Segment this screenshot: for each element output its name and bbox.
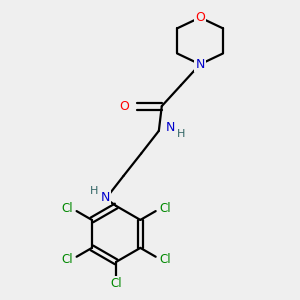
Text: Cl: Cl bbox=[110, 277, 122, 290]
Text: Cl: Cl bbox=[61, 253, 73, 266]
Text: N: N bbox=[100, 191, 110, 205]
Text: Cl: Cl bbox=[159, 202, 171, 215]
Text: N: N bbox=[165, 122, 175, 134]
Text: O: O bbox=[195, 11, 205, 24]
Text: O: O bbox=[119, 100, 129, 112]
Text: Cl: Cl bbox=[61, 202, 73, 215]
Text: N: N bbox=[195, 58, 205, 71]
Text: H: H bbox=[90, 186, 98, 196]
Text: H: H bbox=[177, 129, 185, 139]
Text: Cl: Cl bbox=[159, 253, 171, 266]
